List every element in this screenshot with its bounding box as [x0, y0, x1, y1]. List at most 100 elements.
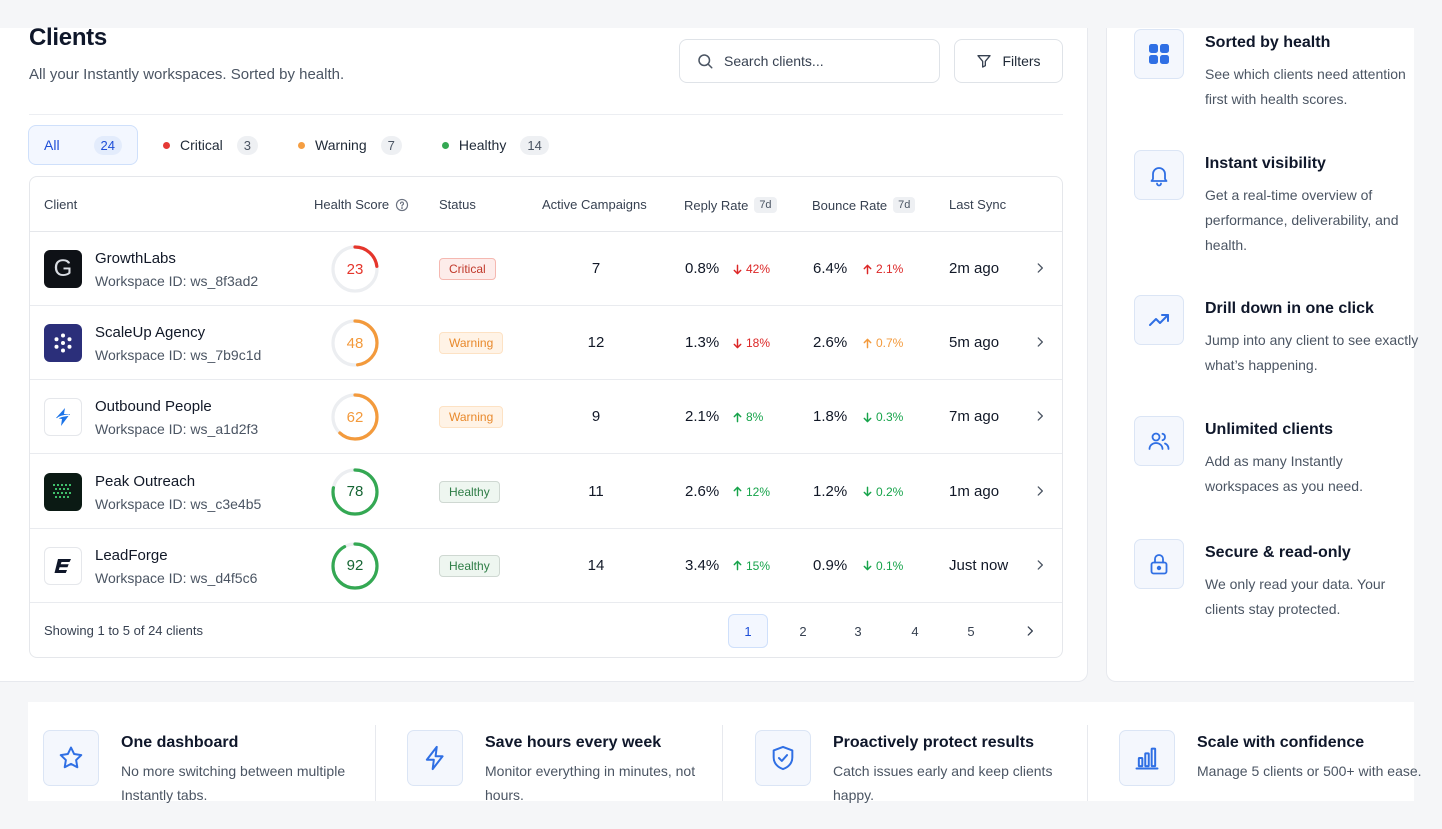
chevron-right-icon — [1027, 626, 1033, 636]
arrow-up-icon — [733, 486, 742, 497]
chevron-right-icon[interactable] — [1033, 484, 1047, 498]
health-score-ring — [331, 467, 379, 516]
health-score: 23 — [346, 260, 364, 278]
search-box[interactable] — [679, 39, 940, 83]
shield-check-icon — [755, 730, 811, 786]
table-footer: Showing 1 to 5 of 24 clients 1 2 3 4 5 — [30, 603, 1062, 657]
feature-title: Sorted by health — [1205, 34, 1331, 51]
table-row[interactable]: LeadForge Workspace ID: ws_d4f5c6 92 Health… — [30, 529, 1062, 603]
bell-icon — [1134, 150, 1184, 200]
reply-rate: 1.3% — [685, 334, 720, 352]
feature-description: We only read your data. Your clients sta… — [1205, 576, 1386, 617]
benefit-title: Proactively protect results — [833, 734, 1034, 751]
client-name[interactable]: Outbound People — [95, 398, 212, 416]
chevron-right-icon[interactable] — [1033, 335, 1047, 349]
tab-count: 7 — [380, 135, 402, 155]
bounce-rate-change: 0.7% — [862, 336, 903, 350]
next-page-button[interactable] — [1010, 614, 1050, 648]
chevron-right-icon[interactable] — [1033, 261, 1047, 275]
client-name[interactable]: GrowthLabs — [95, 250, 176, 267]
tab-label: All — [44, 137, 60, 153]
reply-rate: 2.1% — [685, 408, 720, 426]
benefit-title: Save hours every week — [485, 734, 662, 751]
arrow-down-icon — [863, 486, 872, 497]
benefit-divider — [722, 725, 723, 801]
client-name[interactable]: LeadForge — [95, 546, 168, 564]
arrow-up-icon — [733, 412, 742, 423]
col-status[interactable]: Status — [439, 197, 476, 212]
tab-warning[interactable]: Warning 7 — [283, 125, 417, 165]
col-active-campaigns[interactable]: Active Campaigns — [542, 197, 647, 212]
page-3-button[interactable]: 3 — [854, 623, 862, 639]
benefit-divider — [1087, 725, 1088, 801]
status-badge: Healthy — [439, 480, 500, 503]
trend-up-icon — [1134, 295, 1184, 345]
tab-critical[interactable]: Critical 3 — [148, 125, 273, 165]
bounce-rate-change: 2.1% — [862, 262, 903, 276]
benefit-divider — [375, 725, 376, 801]
active-campaigns: 7 — [591, 260, 601, 277]
feature-description: Get a real-time overview of performance,… — [1205, 187, 1399, 253]
active-campaigns: 11 — [588, 482, 604, 500]
tab-healthy[interactable]: Healthy 14 — [427, 125, 564, 165]
page-1-button[interactable]: 1 — [728, 614, 768, 648]
tab-label: Critical — [180, 137, 223, 153]
bounce-rate: 0.9% — [813, 556, 848, 574]
bounce-rate: 2.6% — [813, 334, 848, 352]
filters-button[interactable]: Filters — [954, 39, 1063, 83]
help-icon[interactable] — [395, 198, 409, 212]
reply-rate-change: 42% — [732, 262, 770, 276]
warning-dot-icon — [298, 141, 306, 149]
workspace-id: Workspace ID: ws_d4f5c6 — [95, 569, 258, 586]
health-score: 62 — [346, 408, 364, 426]
chevron-right-icon[interactable] — [1033, 409, 1047, 423]
active-campaigns: 9 — [591, 408, 601, 426]
page-4-button[interactable]: 4 — [911, 623, 919, 639]
active-campaigns: 14 — [587, 556, 605, 574]
tab-all[interactable]: All 24 — [28, 125, 138, 165]
tab-label: Warning — [315, 137, 367, 153]
active-campaigns: 12 — [587, 334, 605, 352]
feature-title: Drill down in one click — [1205, 300, 1374, 317]
search-input[interactable] — [724, 53, 924, 69]
client-name[interactable]: ScaleUp Agency — [95, 324, 206, 342]
page-subtitle: All your Instantly workspaces. Sorted by… — [29, 66, 345, 83]
page-5-button[interactable]: 5 — [967, 623, 975, 639]
reply-rate-change: 8% — [732, 410, 763, 424]
table-row[interactable]: ScaleUp Agency Workspace ID: ws_7b9c1d 48 W… — [30, 306, 1062, 381]
tab-count: 24 — [93, 135, 122, 155]
tab-count: 3 — [236, 135, 259, 155]
bounce-rate-change: 0.3% — [862, 410, 903, 424]
table-row[interactable]: G GrowthLabs Workspace ID: ws_8f3ad2 23 Crit… — [30, 232, 1062, 306]
health-score-ring — [331, 393, 379, 441]
col-health-score[interactable]: Health Score — [314, 197, 409, 212]
bounce-rate: 6.4% — [813, 260, 848, 277]
page-2-button[interactable]: 2 — [799, 623, 807, 639]
client-name[interactable]: Peak Outreach — [95, 472, 196, 490]
col-reply-rate[interactable]: Reply Rate 7d — [684, 197, 777, 213]
col-client[interactable]: Client — [44, 197, 78, 212]
col-last-sync[interactable]: Last Sync — [949, 197, 1007, 212]
bounce-rate: 1.8% — [813, 408, 848, 426]
reply-rate: 3.4% — [685, 556, 720, 574]
health-score-ring — [331, 542, 379, 590]
feature-description: See which clients need attention first w… — [1205, 66, 1406, 107]
table-row[interactable]: Peak Outreach Workspace ID: ws_c3e4b5 78 He… — [30, 455, 1062, 529]
chevron-right-icon[interactable] — [1033, 558, 1047, 572]
last-sync: 2m ago — [949, 260, 1000, 277]
lock-icon — [1134, 539, 1184, 589]
status-tabs: All 24 Critical 3 Warning 7 Healthy 14 — [28, 125, 574, 165]
table-row[interactable]: Outbound People Workspace ID: ws_a1d2f3 62… — [30, 380, 1062, 455]
healthy-dot-icon — [441, 141, 449, 149]
health-score-ring — [331, 319, 379, 367]
star-icon — [43, 730, 99, 786]
health-score-ring — [331, 245, 379, 293]
workspace-id: Workspace ID: ws_7b9c1d — [95, 347, 262, 364]
benefit-description: Manage 5 clients or 500+ with ease. — [1197, 763, 1422, 779]
tab-count: 14 — [520, 135, 549, 155]
feature-description: Add as many Instantly workspaces as you … — [1205, 453, 1363, 494]
reply-rate-change: 18% — [732, 336, 770, 350]
col-bounce-rate[interactable]: Bounce Rate 7d — [812, 197, 916, 213]
reply-rate-change: 15% — [732, 559, 770, 573]
benefit-title: Scale with confidence — [1197, 734, 1365, 751]
